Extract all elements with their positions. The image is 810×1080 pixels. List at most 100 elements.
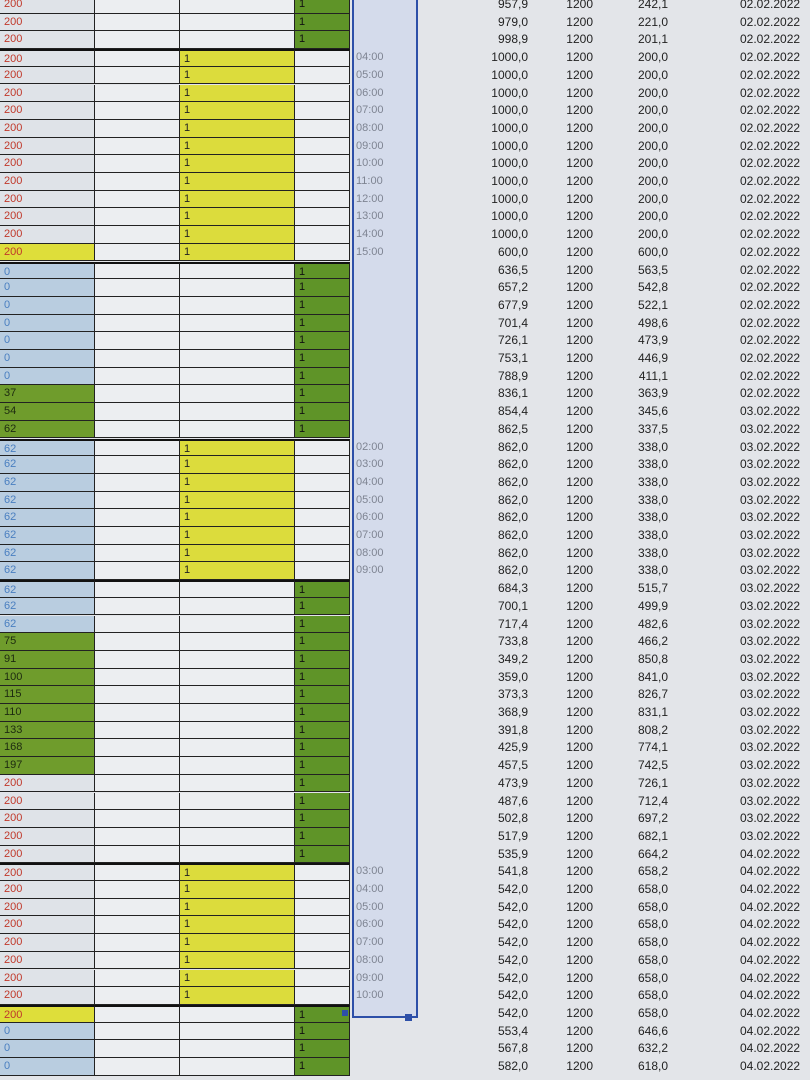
value-2-cell[interactable]: 1200 — [566, 598, 593, 613]
empty-cell[interactable] — [95, 473, 180, 492]
value-3-cell[interactable]: 200,0 — [637, 191, 668, 206]
value-cell[interactable]: 200 — [0, 0, 95, 14]
yellow-flag-cell[interactable]: 1 — [180, 155, 295, 173]
yellow-flag-cell[interactable]: 1 — [180, 898, 295, 917]
value-3-cell[interactable]: 201,1 — [637, 32, 668, 47]
date-cell[interactable]: 02.02.2022 — [740, 333, 801, 348]
value-2-cell[interactable]: 1200 — [566, 563, 593, 578]
value-cell[interactable]: 200 — [0, 845, 95, 864]
yellow-flag-cell[interactable] — [180, 332, 295, 350]
value-3-cell[interactable]: 600,0 — [637, 244, 668, 259]
value-3-cell[interactable]: 726,1 — [637, 775, 668, 790]
cell-selection-range[interactable] — [352, 0, 418, 1018]
value-cell[interactable]: 200 — [0, 987, 95, 1005]
date-cell[interactable]: 02.02.2022 — [740, 315, 801, 330]
value-2-cell[interactable]: 1200 — [566, 191, 593, 206]
yellow-flag-cell[interactable] — [180, 792, 295, 811]
green-flag-cell[interactable] — [295, 456, 350, 474]
empty-cell[interactable] — [95, 137, 180, 156]
value-1-cell[interactable]: 487,6 — [497, 793, 528, 808]
date-cell[interactable]: 04.02.2022 — [740, 1041, 801, 1056]
value-2-cell[interactable]: 1200 — [566, 722, 593, 737]
yellow-flag-cell[interactable]: 1 — [180, 951, 295, 970]
value-cell[interactable]: 200 — [0, 774, 95, 793]
value-2-cell[interactable]: 1200 — [566, 262, 593, 277]
empty-cell[interactable] — [95, 13, 180, 32]
value-1-cell[interactable]: 541,8 — [497, 864, 528, 879]
yellow-flag-cell[interactable] — [180, 1022, 295, 1041]
value-1-cell[interactable]: 700,1 — [497, 598, 528, 613]
value-cell[interactable]: 200 — [0, 31, 95, 50]
value-1-cell[interactable]: 701,4 — [497, 315, 528, 330]
yellow-flag-cell[interactable]: 1 — [180, 934, 295, 952]
empty-cell[interactable] — [95, 208, 180, 227]
green-flag-cell[interactable]: 1 — [295, 13, 350, 32]
yellow-flag-cell[interactable] — [180, 13, 295, 32]
empty-cell[interactable] — [95, 314, 180, 333]
value-1-cell[interactable]: 517,9 — [497, 828, 528, 843]
yellow-flag-cell[interactable]: 1 — [180, 49, 295, 67]
date-cell[interactable]: 03.02.2022 — [740, 457, 801, 472]
empty-cell[interactable] — [95, 491, 180, 510]
value-3-cell[interactable]: 200,0 — [637, 67, 668, 82]
value-2-cell[interactable]: 1200 — [566, 705, 593, 719]
value-3-cell[interactable]: 658,0 — [637, 935, 668, 950]
yellow-flag-cell[interactable] — [180, 721, 295, 740]
green-flag-cell[interactable]: 1 — [295, 420, 350, 439]
value-cell[interactable]: 200 — [0, 827, 95, 846]
value-1-cell[interactable]: 1000,0 — [491, 174, 528, 188]
date-cell[interactable]: 04.02.2022 — [740, 935, 801, 950]
yellow-flag-cell[interactable]: 1 — [180, 438, 295, 457]
empty-cell[interactable] — [95, 226, 180, 244]
empty-cell[interactable] — [95, 0, 180, 14]
yellow-flag-cell[interactable] — [180, 1058, 295, 1076]
empty-cell[interactable] — [95, 615, 180, 634]
date-cell[interactable]: 03.02.2022 — [740, 651, 801, 666]
yellow-flag-cell[interactable] — [180, 314, 295, 333]
value-3-cell[interactable]: 522,1 — [637, 297, 668, 312]
value-3-cell[interactable]: 658,2 — [637, 864, 668, 879]
green-flag-cell[interactable] — [295, 881, 350, 899]
value-2-cell[interactable]: 1200 — [566, 952, 593, 967]
date-cell[interactable]: 03.02.2022 — [740, 421, 801, 436]
green-flag-cell[interactable]: 1 — [295, 367, 350, 386]
value-cell[interactable]: 0 — [0, 332, 95, 350]
value-1-cell[interactable]: 1000,0 — [491, 50, 528, 65]
value-1-cell[interactable]: 862,0 — [497, 492, 528, 507]
value-2-cell[interactable]: 1200 — [566, 528, 593, 542]
yellow-flag-cell[interactable] — [180, 279, 295, 297]
empty-cell[interactable] — [95, 155, 180, 173]
value-2-cell[interactable]: 1200 — [566, 811, 593, 826]
value-3-cell[interactable]: 826,7 — [637, 687, 668, 702]
date-cell[interactable]: 02.02.2022 — [740, 280, 801, 295]
value-1-cell[interactable]: 359,0 — [497, 669, 528, 684]
value-cell[interactable]: 200 — [0, 916, 95, 935]
value-1-cell[interactable]: 473,9 — [497, 775, 528, 790]
empty-cell[interactable] — [95, 456, 180, 474]
empty-cell[interactable] — [95, 438, 180, 457]
green-flag-cell[interactable] — [295, 509, 350, 527]
green-flag-cell[interactable] — [295, 119, 350, 138]
date-cell[interactable]: 03.02.2022 — [740, 404, 801, 419]
date-cell[interactable]: 02.02.2022 — [740, 368, 801, 383]
date-cell[interactable]: 03.02.2022 — [740, 811, 801, 826]
green-flag-cell[interactable]: 1 — [295, 739, 350, 758]
empty-cell[interactable] — [95, 827, 180, 846]
value-2-cell[interactable]: 1200 — [566, 758, 593, 773]
value-2-cell[interactable]: 1200 — [566, 970, 593, 985]
date-cell[interactable]: 03.02.2022 — [740, 669, 801, 684]
yellow-flag-cell[interactable]: 1 — [180, 208, 295, 227]
yellow-flag-cell[interactable] — [180, 650, 295, 669]
value-1-cell[interactable]: 726,1 — [497, 333, 528, 348]
green-flag-cell[interactable] — [295, 544, 350, 563]
yellow-flag-cell[interactable] — [180, 597, 295, 616]
value-cell[interactable]: 75 — [0, 633, 95, 651]
value-cell[interactable]: 200 — [0, 1004, 95, 1023]
green-flag-cell[interactable]: 1 — [295, 845, 350, 864]
date-cell[interactable]: 03.02.2022 — [740, 828, 801, 843]
yellow-flag-cell[interactable] — [180, 0, 295, 14]
green-flag-cell[interactable] — [295, 226, 350, 244]
green-flag-cell[interactable] — [295, 473, 350, 492]
value-3-cell[interactable]: 850,8 — [637, 651, 668, 666]
date-cell[interactable]: 02.02.2022 — [740, 0, 801, 11]
